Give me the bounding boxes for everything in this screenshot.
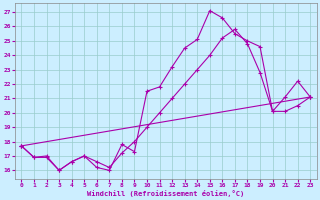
- X-axis label: Windchill (Refroidissement éolien,°C): Windchill (Refroidissement éolien,°C): [87, 190, 244, 197]
